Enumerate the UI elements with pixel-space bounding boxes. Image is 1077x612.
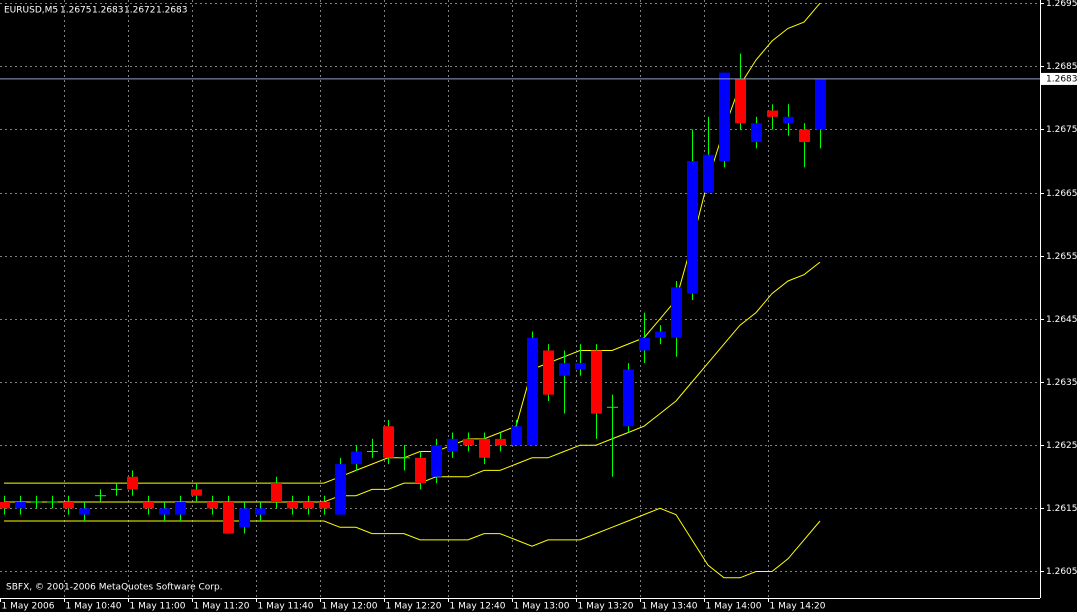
candle-body	[463, 438, 474, 446]
current-price-label: 1.2683	[1046, 74, 1077, 84]
y-tick-label: 1.2605	[1046, 567, 1077, 577]
candle-body	[751, 123, 762, 143]
candle-body	[143, 502, 154, 509]
candle-body	[511, 426, 522, 446]
y-tick-label: 1.2655	[1046, 252, 1077, 262]
candle-body	[207, 502, 218, 509]
y-tick-label: 1.2675	[1046, 125, 1077, 135]
candle-body	[127, 476, 138, 490]
x-tick-label: 1 May 14:20	[770, 602, 826, 612]
x-tick-label: 1 May 10:40	[66, 602, 122, 612]
y-tick-label: 1.2645	[1046, 315, 1077, 325]
candle-body	[687, 161, 698, 294]
candle-body	[431, 445, 442, 477]
x-tick-label: 1 May 13:40	[642, 602, 698, 612]
candle-body	[623, 369, 634, 427]
candle-body	[335, 464, 346, 515]
candle-body	[719, 72, 730, 162]
candle-body	[191, 489, 202, 496]
x-tick-label: 1 May 14:00	[706, 602, 762, 612]
candle-body	[495, 438, 506, 446]
candle-body	[527, 337, 538, 446]
candle-body	[447, 438, 458, 452]
candle-body	[767, 110, 778, 117]
candle-body	[383, 426, 394, 458]
candle-body	[783, 116, 794, 124]
candle-body	[175, 502, 186, 515]
candle-body	[671, 287, 682, 338]
x-tick-label: 1 May 13:20	[578, 602, 634, 612]
candle-body	[15, 502, 26, 509]
x-tick-label: 1 May 12:40	[450, 602, 506, 612]
candle-body	[575, 363, 586, 370]
candle-body	[655, 331, 666, 338]
candle-body	[703, 154, 714, 193]
y-tick-label: 1.2665	[1046, 189, 1077, 199]
header-value: 1.2683	[156, 6, 188, 16]
header-value: 1.2675	[60, 6, 92, 16]
y-tick-label: 1.2685	[1046, 62, 1077, 72]
symbol: EURUSD,M5	[4, 6, 58, 16]
current-price-box	[1041, 72, 1077, 85]
candle-body	[639, 337, 650, 351]
candle-body	[63, 502, 74, 509]
candle-body	[351, 451, 362, 465]
candle-body	[479, 438, 490, 458]
x-tick-label: 1 May 12:00	[322, 602, 378, 612]
x-tick-label: 1 May 12:20	[386, 602, 442, 612]
y-tick-label: 1.2625	[1046, 441, 1077, 451]
candle-body	[319, 502, 330, 509]
candle-body	[815, 78, 826, 130]
candle-body	[415, 457, 426, 484]
y-tick-label: 1.2695	[1046, 0, 1077, 9]
candle-body	[271, 483, 282, 503]
x-tick-label: 1 May 13:00	[514, 602, 570, 612]
candle-body	[239, 508, 250, 528]
candle-body	[159, 508, 170, 515]
candle-body	[79, 508, 90, 515]
candle-body	[799, 129, 810, 143]
x-tick-label: 1 May 11:20	[194, 602, 250, 612]
band-line	[4, 507, 821, 579]
candle-body	[287, 502, 298, 509]
y-tick-label: 1.2635	[1046, 378, 1077, 388]
x-tick-label: 1 May 2006	[2, 602, 55, 612]
x-tick-label: 1 May 11:00	[130, 602, 186, 612]
header-value: 1.2683	[92, 6, 124, 16]
copyright: SBFX, © 2001-2006 MetaQuotes Software Co…	[6, 583, 223, 593]
candle-body	[255, 508, 266, 515]
header-value: 1.2672	[124, 6, 156, 16]
y-tick-label: 1.2615	[1046, 504, 1077, 514]
candle-body	[735, 78, 746, 124]
candle-body	[0, 502, 10, 509]
candle-body	[223, 502, 234, 534]
x-tick-label: 1 May 11:40	[258, 602, 314, 612]
band-line	[4, 2, 821, 484]
candle-body	[543, 350, 554, 395]
candle-body	[591, 350, 602, 414]
candle-body	[303, 502, 314, 509]
band-line	[4, 261, 821, 503]
candle-body	[559, 363, 570, 376]
